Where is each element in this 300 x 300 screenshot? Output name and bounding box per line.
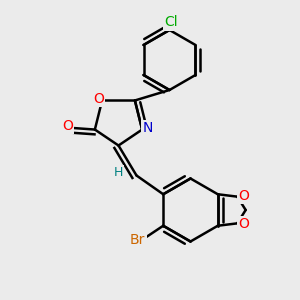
- Text: O: O: [238, 217, 249, 231]
- Text: O: O: [62, 119, 73, 133]
- Text: Br: Br: [130, 233, 146, 247]
- Text: O: O: [238, 189, 249, 203]
- Text: O: O: [93, 92, 104, 106]
- Text: N: N: [142, 121, 153, 135]
- Text: Cl: Cl: [164, 16, 178, 29]
- Text: H: H: [114, 166, 123, 179]
